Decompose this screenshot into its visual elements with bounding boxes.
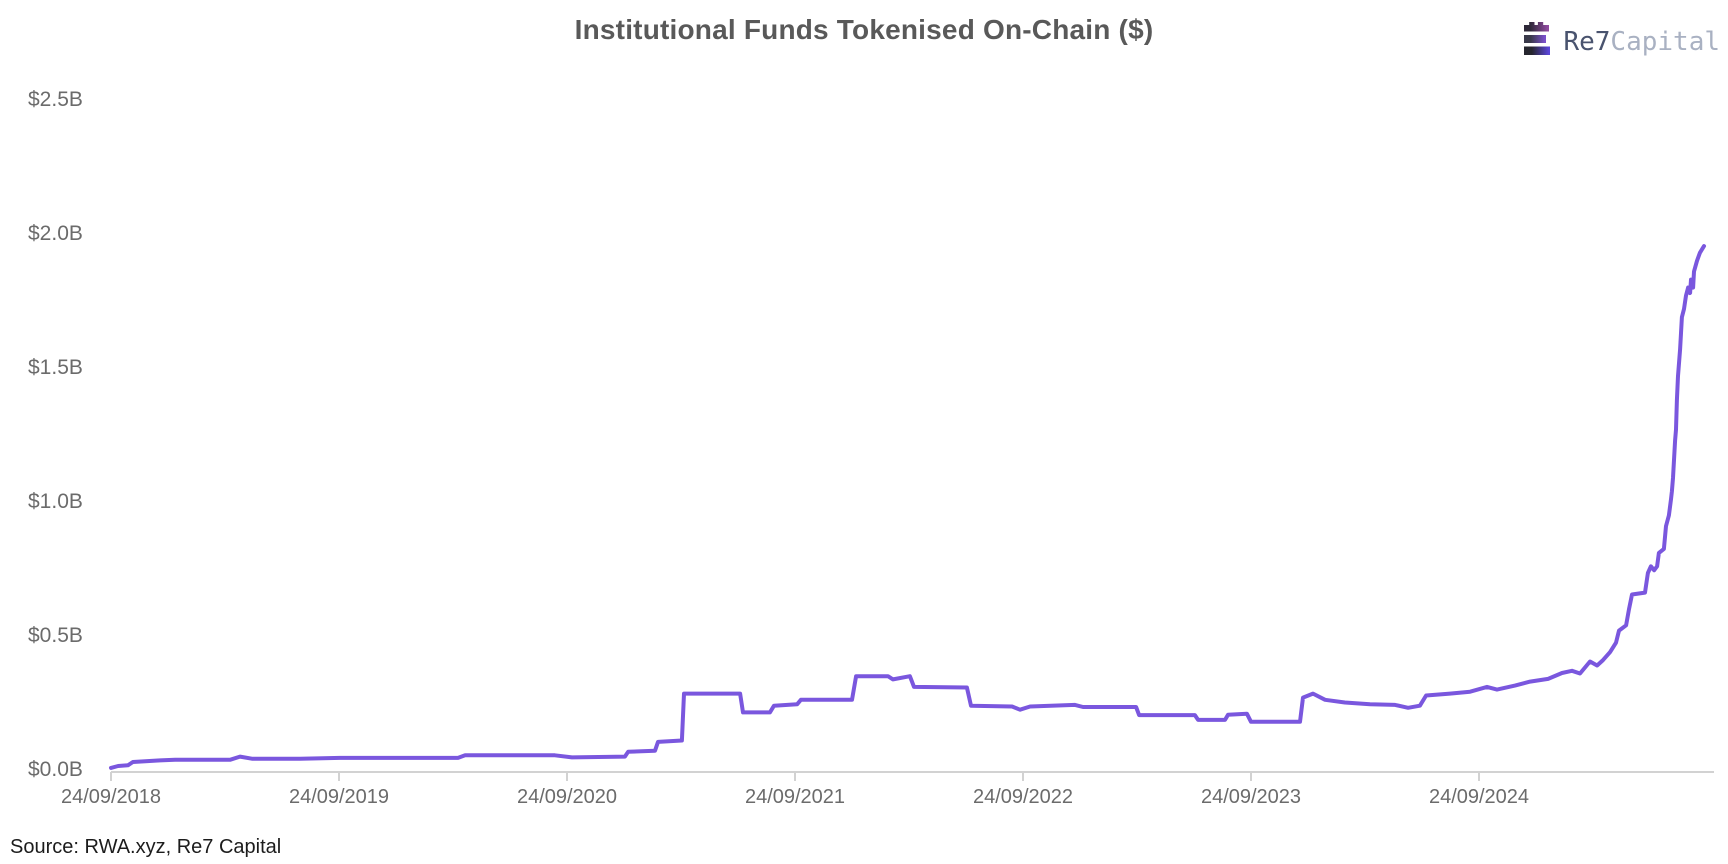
- x-axis-tick-label: 24/09/2020: [516, 786, 618, 808]
- y-axis-tick-label: $2.5B: [28, 88, 83, 111]
- y-axis-tick-label: $1.0B: [28, 490, 83, 513]
- x-axis-tick-label: 24/09/2018: [60, 786, 162, 808]
- brand-name-re7: Re7: [1563, 27, 1611, 57]
- y-axis-tick-label: $2.0B: [28, 222, 83, 245]
- series-line-institutional-funds: [109, 244, 1706, 770]
- brand-wordmark: Re7Capital: [1563, 29, 1720, 55]
- x-axis-tick-label: 24/09/2022: [972, 786, 1074, 808]
- chart-title: Institutional Funds Tokenised On-Chain (…: [574, 14, 1154, 45]
- x-axis-tick-label: 24/09/2024: [1428, 786, 1530, 808]
- brand-name-capital: Capital: [1610, 27, 1720, 57]
- y-axis-tick-label: $0.5B: [28, 624, 83, 647]
- y-axis-tick-label: $0.0B: [28, 758, 83, 781]
- x-axis-tick-label: 24/09/2023: [1200, 786, 1302, 808]
- re7-logo-icon: [1522, 22, 1553, 62]
- y-axis-tick-label: $1.5B: [28, 356, 83, 379]
- brand-logo: Re7Capital: [1522, 22, 1720, 62]
- x-axis-tick-label: 24/09/2019: [288, 786, 390, 808]
- source-caption: Source: RWA.xyz, Re7 Capital: [10, 836, 282, 858]
- x-axis-tick-label: 24/09/2021: [744, 786, 846, 808]
